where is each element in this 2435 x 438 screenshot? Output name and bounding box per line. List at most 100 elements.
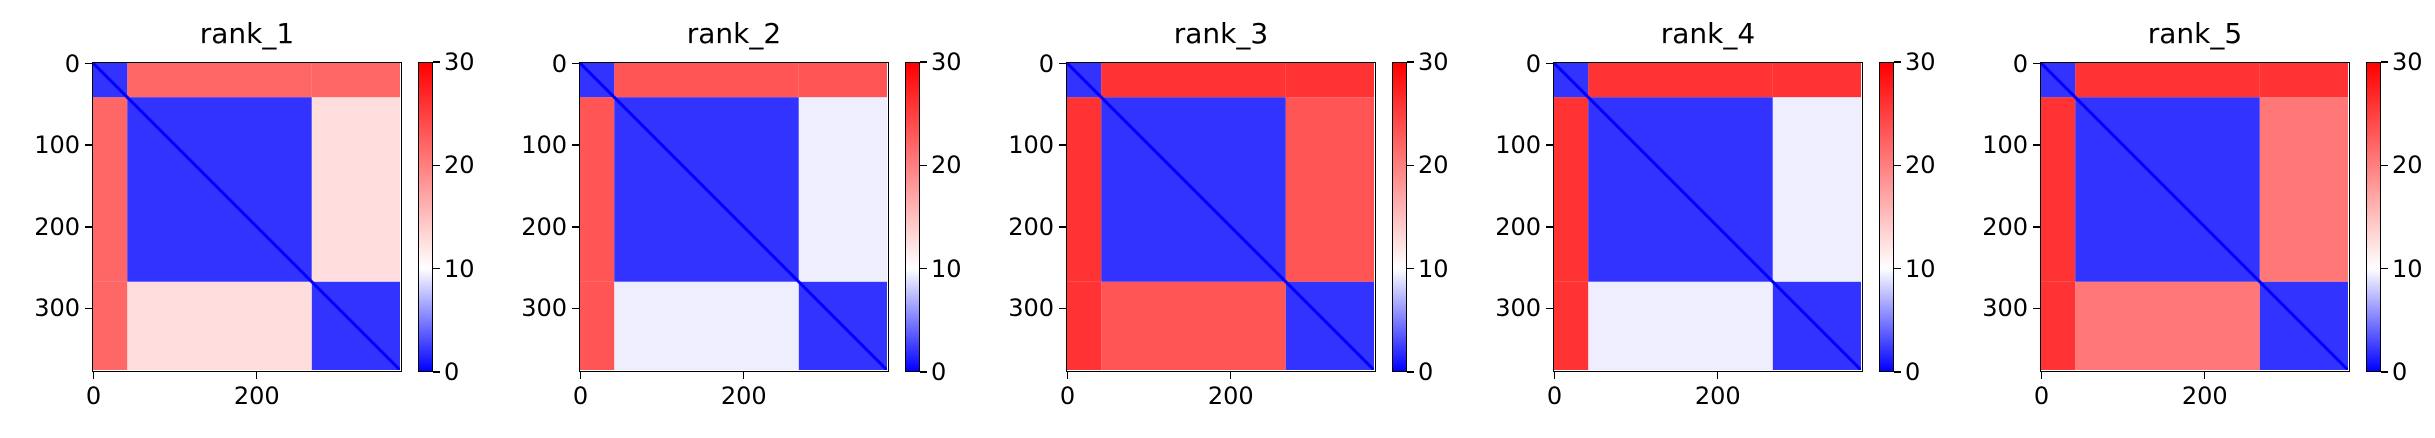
heatmap-block-2-0 [93,281,128,370]
heatmap-block-2-0 [1067,281,1102,370]
heatmap-diagonal [1067,63,1374,370]
y-tick-mark [1546,62,1553,65]
heatmap-block-2-1 [2075,281,2260,370]
y-tick-label: 200 [1008,212,1054,241]
heatmap-block-0-2 [2259,63,2348,98]
heatmap-block-1-2 [2259,97,2348,282]
heatmap-plot [2040,62,2350,372]
colorbar-tick-label: 30 [2392,48,2423,76]
heatmap-block-2-1 [1101,281,1286,370]
heatmap-diagonal [1554,63,1861,370]
heatmap-svg [93,63,400,370]
colorbar-tick-label: 10 [1418,254,1449,283]
colorbar-tick-label: 30 [1905,48,1936,76]
heatmap-plot [92,62,402,372]
y-tick-label: 0 [64,49,80,78]
colorbar-tick-mark [2381,164,2388,167]
y-tick-label: 300 [1982,294,2028,323]
heatmap-block-0-1 [1588,63,1773,98]
heatmap-block-1-0 [1067,97,1102,282]
y-tick-label: 200 [1495,212,1541,241]
x-tick-label: 0 [2033,382,2050,410]
chart-panel-1: rank_1 0 200 0 100 200 300 0 10 20 30 [0,0,487,438]
y-tick-mark [572,144,579,146]
y-tick-label: 300 [521,294,567,323]
colorbar-tick-label: 30 [444,48,475,76]
colorbar-tick-label: 10 [931,254,962,283]
colorbar-tick-label: 0 [1418,358,1434,386]
y-tick-mark [1059,226,1066,228]
x-tick-label: 200 [720,382,767,410]
colorbar-tick-label: 0 [931,358,947,386]
x-tick-label: 200 [1694,382,1741,410]
colorbar-tick-label: 20 [2392,151,2423,180]
colorbar-tick-mark [1894,164,1901,167]
chart-title: rank_4 [1660,17,1756,50]
colorbar-tick-label: 0 [2392,358,2408,386]
colorbar-tick-mark [920,164,927,167]
x-tick-mark [92,372,94,379]
heatmap-block-2-0 [1554,281,1589,370]
heatmap-diagonal [93,63,400,370]
chart-panel-3: rank_3 0 200 0 100 200 300 0 10 20 30 [974,0,1461,438]
colorbar [1392,62,1407,372]
chart-title: rank_1 [199,17,295,50]
y-tick-label: 0 [1525,49,1541,78]
x-tick-label: 0 [1059,382,1076,410]
colorbar [418,62,433,372]
heatmap-block-1-0 [2041,97,2076,282]
y-tick-mark [572,62,579,65]
heatmap-block-1-0 [93,97,128,282]
y-tick-label: 0 [551,49,567,78]
y-tick-label: 100 [521,131,567,160]
x-tick-label: 200 [233,382,280,410]
colorbar-tick-mark [1894,61,1901,63]
heatmap-block-0-1 [2075,63,2260,98]
colorbar-tick-mark [1894,371,1901,373]
x-tick-mark [1229,372,1232,379]
heatmap-plot [1553,62,1863,372]
y-tick-label: 100 [1982,131,2028,160]
chart-title: rank_5 [2147,17,2243,50]
colorbar-tick-label: 20 [1905,151,1936,180]
y-tick-label: 300 [34,294,80,323]
colorbar-tick-mark [1407,371,1414,373]
colorbar-tick-mark [433,267,440,270]
colorbar-tick-label: 0 [1905,358,1921,386]
y-tick-label: 100 [34,131,80,160]
colorbar-tick-mark [1407,267,1414,270]
colorbar-tick-mark [2381,61,2388,63]
colorbar-tick-label: 10 [444,254,475,283]
y-tick-label: 200 [521,212,567,241]
heatmap-block-1-0 [1554,97,1589,282]
heatmap-block-0-1 [1101,63,1286,98]
y-tick-label: 200 [1982,212,2028,241]
colorbar-tick-mark [1407,61,1414,63]
chart-title: rank_2 [686,17,782,50]
colorbar-tick-label: 20 [931,151,962,180]
y-tick-mark [2033,307,2040,310]
colorbar-tick-mark [920,267,927,270]
heatmap-block-0-2 [798,63,887,98]
x-tick-label: 0 [572,382,589,410]
colorbar-tick-mark [920,371,927,373]
y-tick-label: 200 [34,212,80,241]
heatmap-block-0-1 [614,63,799,98]
y-tick-label: 300 [1008,294,1054,323]
heatmap-svg [580,63,887,370]
y-tick-label: 0 [2012,49,2028,78]
heatmap-block-2-0 [580,281,615,370]
heatmap-block-2-1 [1588,281,1773,370]
y-tick-mark [2033,226,2040,228]
heatmap-block-1-2 [311,97,400,282]
colorbar [905,62,920,372]
x-tick-mark [2040,372,2042,379]
x-tick-mark [255,372,258,379]
chart-panel-4: rank_4 0 200 0 100 200 300 0 10 20 30 [1461,0,1948,438]
colorbar-tick-mark [433,61,440,63]
colorbar-tick-label: 10 [1905,254,1936,283]
y-tick-mark [1546,307,1553,310]
y-tick-label: 0 [1038,49,1054,78]
colorbar-tick-mark [2381,267,2388,270]
colorbar [2366,62,2381,372]
